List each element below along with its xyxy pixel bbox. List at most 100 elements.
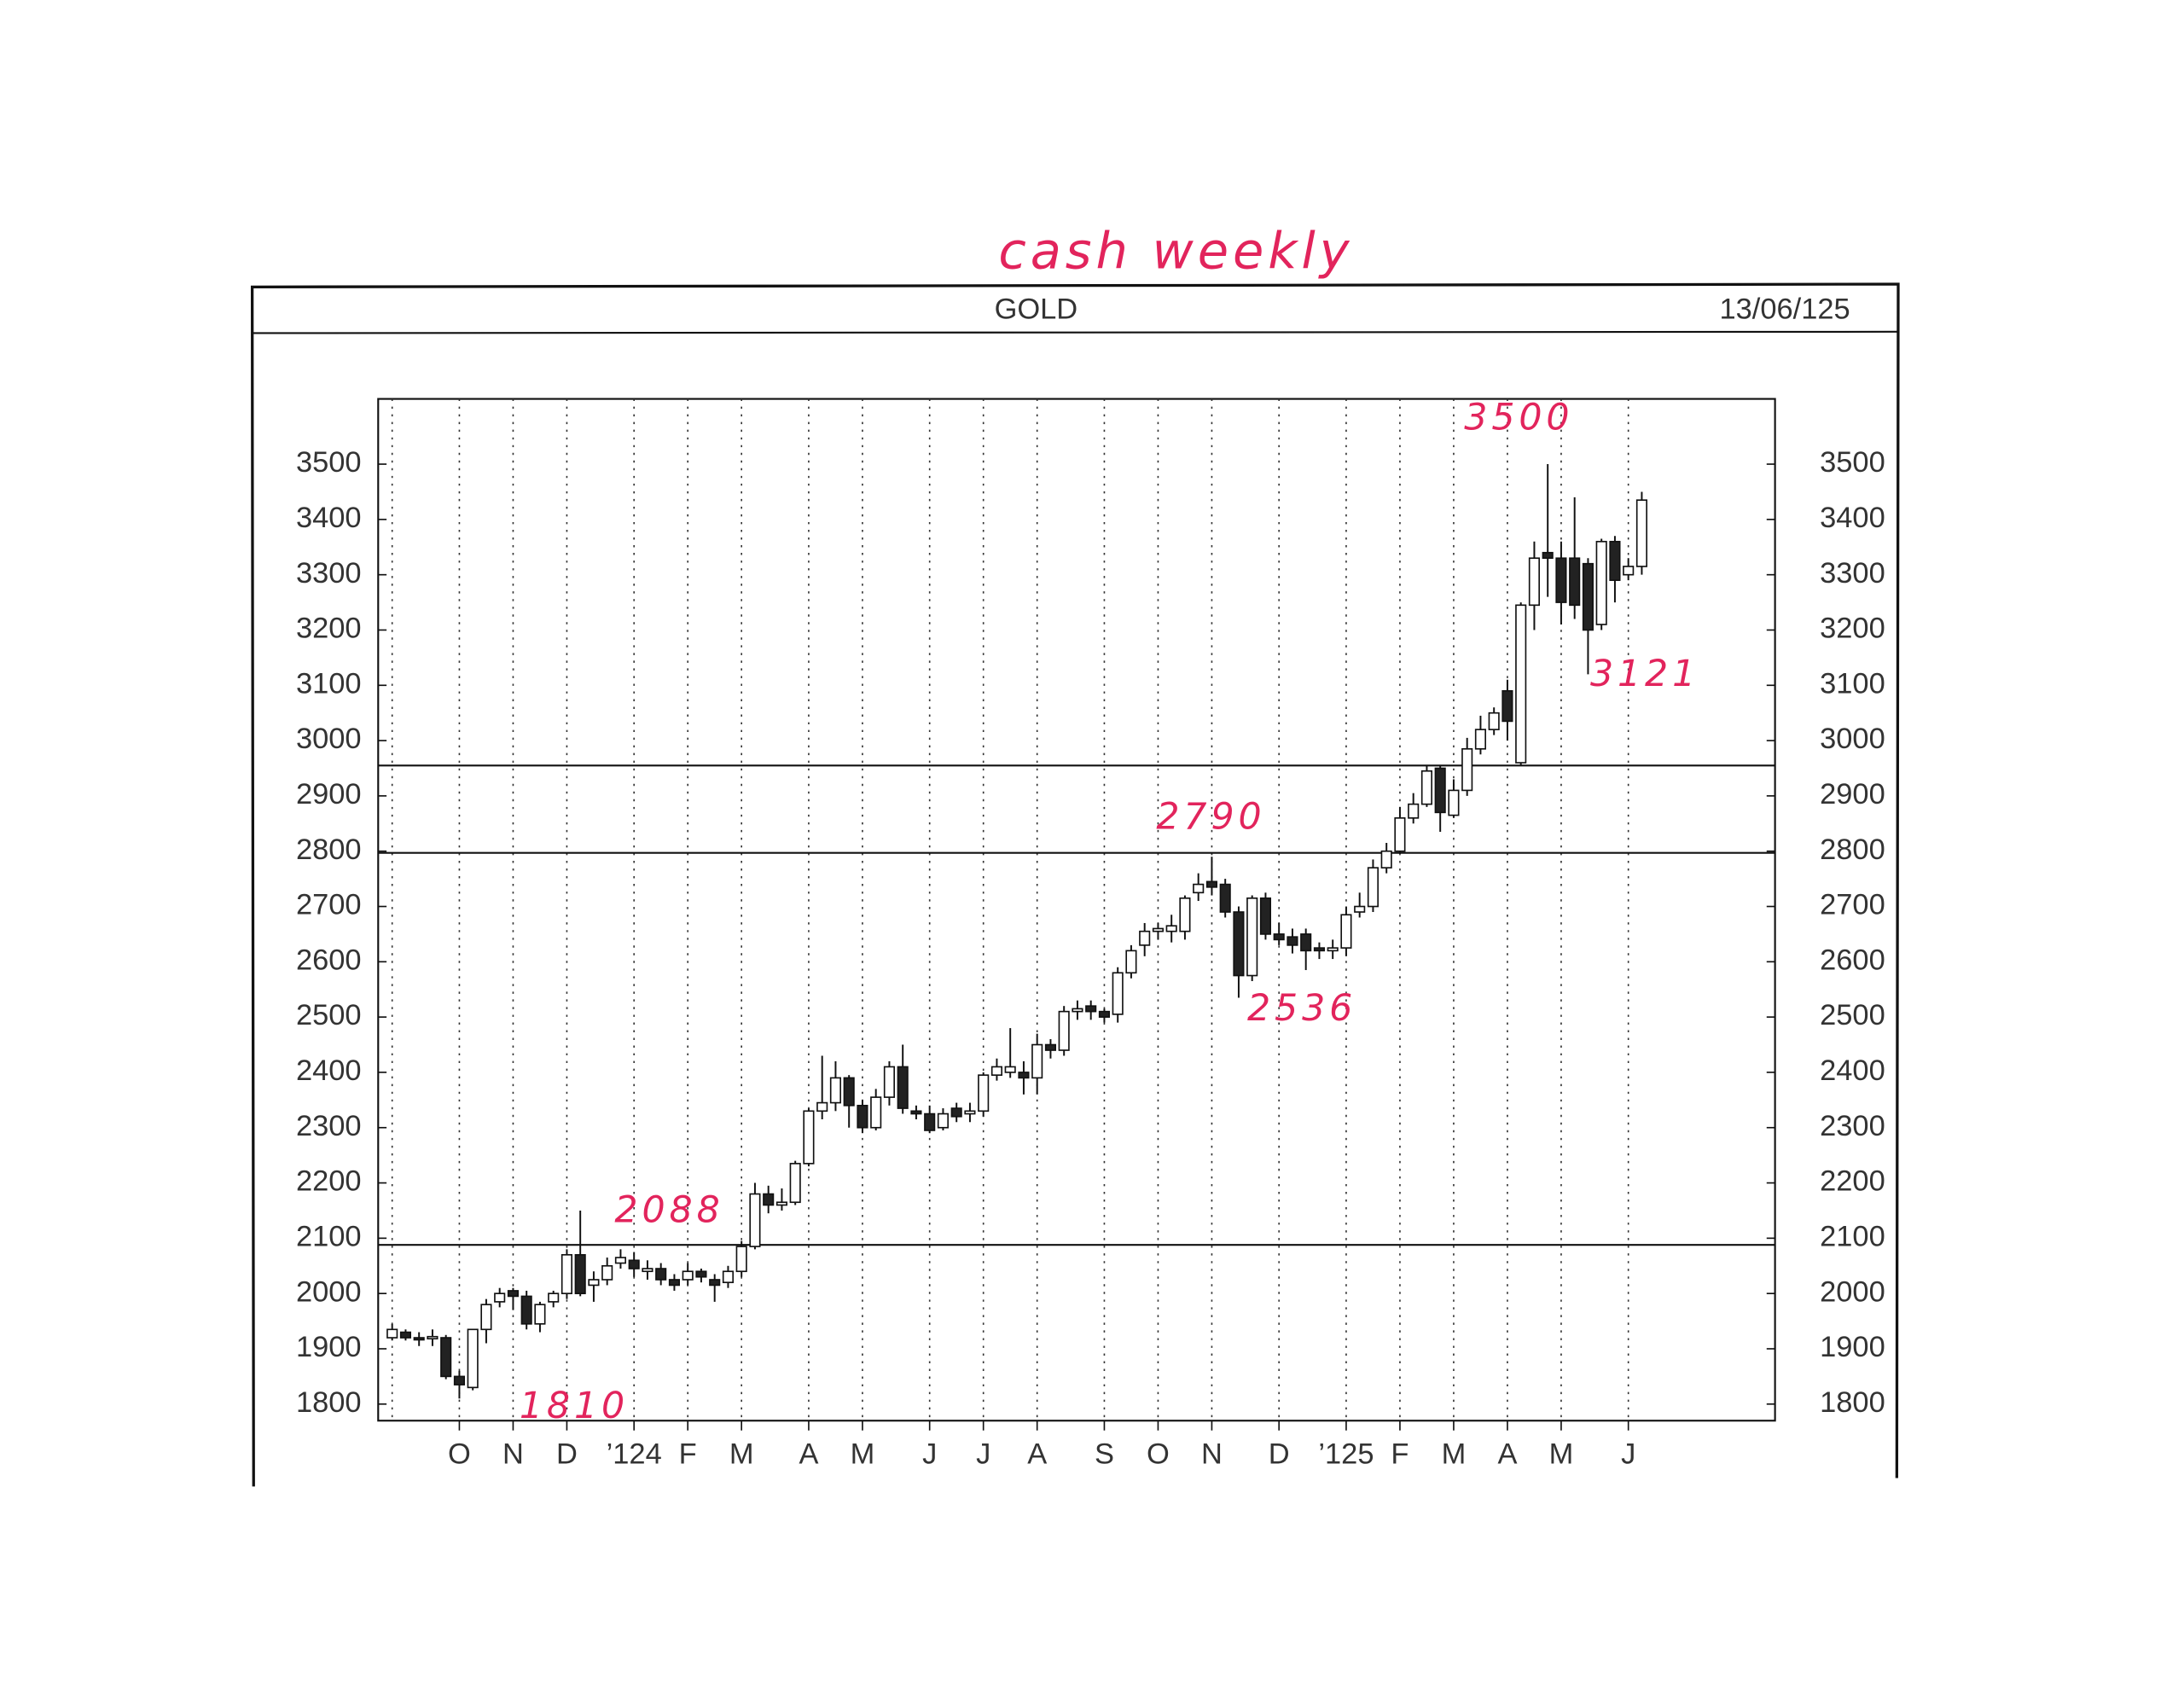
candle-body: [735, 1246, 747, 1273]
candle-body: [775, 1201, 788, 1206]
candle-body: [1287, 936, 1298, 946]
x-tick-label: N: [502, 1438, 524, 1470]
y2-tick-label: 2100: [1820, 1220, 1885, 1252]
candle-body: [789, 1163, 801, 1204]
y-tick-label: 2400: [296, 1054, 362, 1087]
candle-body: [695, 1270, 707, 1278]
candle-body: [520, 1295, 532, 1325]
candle-body: [399, 1331, 412, 1339]
y2-tick-label: 3000: [1820, 723, 1885, 755]
candle-body: [749, 1193, 761, 1247]
y2-tick-label: 2600: [1820, 944, 1885, 976]
candle-body: [1569, 557, 1581, 607]
annotation: 2088: [614, 1188, 723, 1231]
candle-body: [1354, 905, 1366, 913]
x-tick-label: N: [1201, 1438, 1223, 1470]
candle-body: [1018, 1072, 1030, 1079]
handwritten-title: cash weekly: [998, 222, 1353, 281]
candle-body: [548, 1292, 560, 1303]
candle-body: [655, 1268, 667, 1281]
y2-tick-label: 2400: [1820, 1054, 1885, 1087]
candle-body: [1233, 911, 1245, 977]
y2-tick-label: 2500: [1820, 999, 1885, 1031]
candle-body: [1515, 604, 1527, 764]
candle-body: [427, 1335, 439, 1340]
candle-body: [601, 1264, 613, 1281]
candle-body: [614, 1257, 627, 1264]
candle-body: [480, 1304, 492, 1331]
y2-tick-label: 3400: [1820, 502, 1885, 534]
x-tick-label: D: [1269, 1438, 1290, 1470]
candle-body: [1474, 729, 1486, 750]
candle-body: [1367, 867, 1379, 908]
y2-tick-label: 2800: [1820, 834, 1885, 866]
candle-body: [1609, 540, 1621, 581]
candle-body: [467, 1328, 479, 1389]
candle-body: [1031, 1043, 1043, 1079]
candle-body: [924, 1112, 936, 1131]
candle-body: [857, 1105, 868, 1129]
y2-tick-label: 2200: [1820, 1165, 1885, 1198]
y-tick-label: 2100: [296, 1220, 362, 1252]
candle-body: [534, 1304, 546, 1325]
y-tick-label: 2000: [296, 1275, 362, 1308]
y2-tick-label: 2700: [1820, 889, 1885, 921]
candle-body: [950, 1107, 962, 1118]
candle-body: [494, 1292, 506, 1303]
candle-body: [440, 1337, 452, 1378]
y-tick-label: 2500: [296, 999, 362, 1031]
candle-body: [990, 1066, 1002, 1077]
y2-tick-label: 2000: [1820, 1275, 1885, 1308]
candle-body: [1219, 883, 1231, 913]
candle-body: [1340, 914, 1352, 949]
y-tick-label: 3400: [296, 502, 362, 534]
plot-frame: [377, 398, 1776, 1422]
y2-tick-label: 1900: [1820, 1331, 1885, 1363]
x-tick-label: A: [1027, 1438, 1047, 1470]
candle-body: [1259, 897, 1271, 935]
candle-body: [588, 1279, 600, 1287]
x-tick-label: ’124: [607, 1438, 662, 1470]
candle-body: [453, 1375, 465, 1385]
x-tick-label: ’125: [1318, 1438, 1374, 1470]
candle-body: [1623, 566, 1635, 576]
candle-body: [1313, 947, 1326, 952]
y2-tick-label: 3200: [1820, 613, 1885, 645]
candle-body: [1300, 933, 1312, 952]
y2-tick-label: 3100: [1820, 667, 1885, 700]
candle-body: [1420, 770, 1433, 805]
x-tick-label: D: [556, 1438, 578, 1470]
frame: [250, 282, 1900, 1487]
y-tick-label: 2700: [296, 889, 362, 921]
candle-body: [709, 1279, 721, 1287]
x-tick-label: M: [851, 1438, 875, 1470]
annotation: 2790: [1156, 795, 1265, 838]
candle-body: [1555, 557, 1567, 603]
candle-body: [883, 1066, 896, 1098]
candle-body: [829, 1077, 841, 1104]
candle-body: [1098, 1010, 1110, 1018]
candle-body: [1635, 499, 1648, 567]
x-tick-label: F: [679, 1438, 697, 1470]
annotation: 3121: [1590, 653, 1699, 695]
y-tick-label: 1900: [296, 1331, 362, 1363]
y-tick-label: 2900: [296, 778, 362, 810]
candle-body: [1595, 540, 1607, 625]
candle-body: [1380, 850, 1392, 868]
x-tick-label: S: [1095, 1438, 1114, 1470]
candle-body: [1273, 933, 1285, 941]
candle-body: [1139, 930, 1151, 946]
x-tick-label: M: [729, 1438, 754, 1470]
y-tick-label: 2300: [296, 1110, 362, 1142]
x-tick-label: M: [1549, 1438, 1574, 1470]
chart-date: 13/06/125: [1720, 293, 1850, 325]
candle-body: [803, 1110, 815, 1165]
candle-body: [1327, 947, 1339, 952]
y2-tick-label: 2900: [1820, 778, 1885, 810]
y2-tick-label: 1800: [1820, 1386, 1885, 1419]
candle-body: [843, 1077, 855, 1107]
x-tick-label: O: [1147, 1438, 1170, 1470]
candle-body: [413, 1337, 425, 1341]
chart-title: GOLD: [995, 293, 1078, 325]
